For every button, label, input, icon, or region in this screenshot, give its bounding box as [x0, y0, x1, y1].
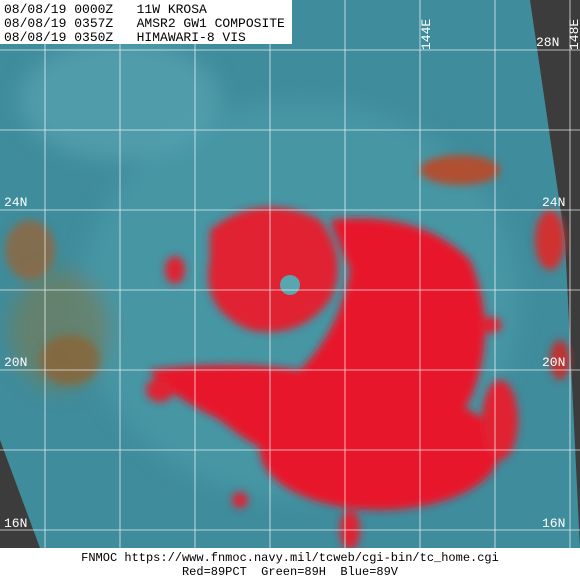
- header-line: 08/08/19 0350Z HIMAWARI-8 VIS: [4, 30, 246, 45]
- lat-label: 16N: [4, 516, 27, 531]
- footer-line: FNMOC https://www.fnmoc.navy.mil/tcweb/c…: [81, 551, 499, 565]
- grid: [0, 0, 580, 548]
- footer-line: Red=89PCT Green=89H Blue=89V: [182, 565, 399, 579]
- lat-label: 24N: [4, 195, 27, 210]
- header-line: 08/08/19 0357Z AMSR2 GW1 COMPOSITE: [4, 16, 285, 31]
- lon-label: 144E: [419, 19, 434, 50]
- lat-label: 20N: [542, 355, 565, 370]
- lat-label: 16N: [542, 516, 565, 531]
- header-box: [0, 0, 292, 44]
- lat-label: 20N: [4, 355, 27, 370]
- footer-box: [0, 548, 580, 580]
- lon-label: 148E: [567, 19, 580, 50]
- header-line: 08/08/19 0000Z 11W KROSA: [4, 2, 207, 17]
- lat-label: 28N: [536, 35, 559, 50]
- eye: [280, 275, 300, 295]
- lat-label: 24N: [542, 195, 565, 210]
